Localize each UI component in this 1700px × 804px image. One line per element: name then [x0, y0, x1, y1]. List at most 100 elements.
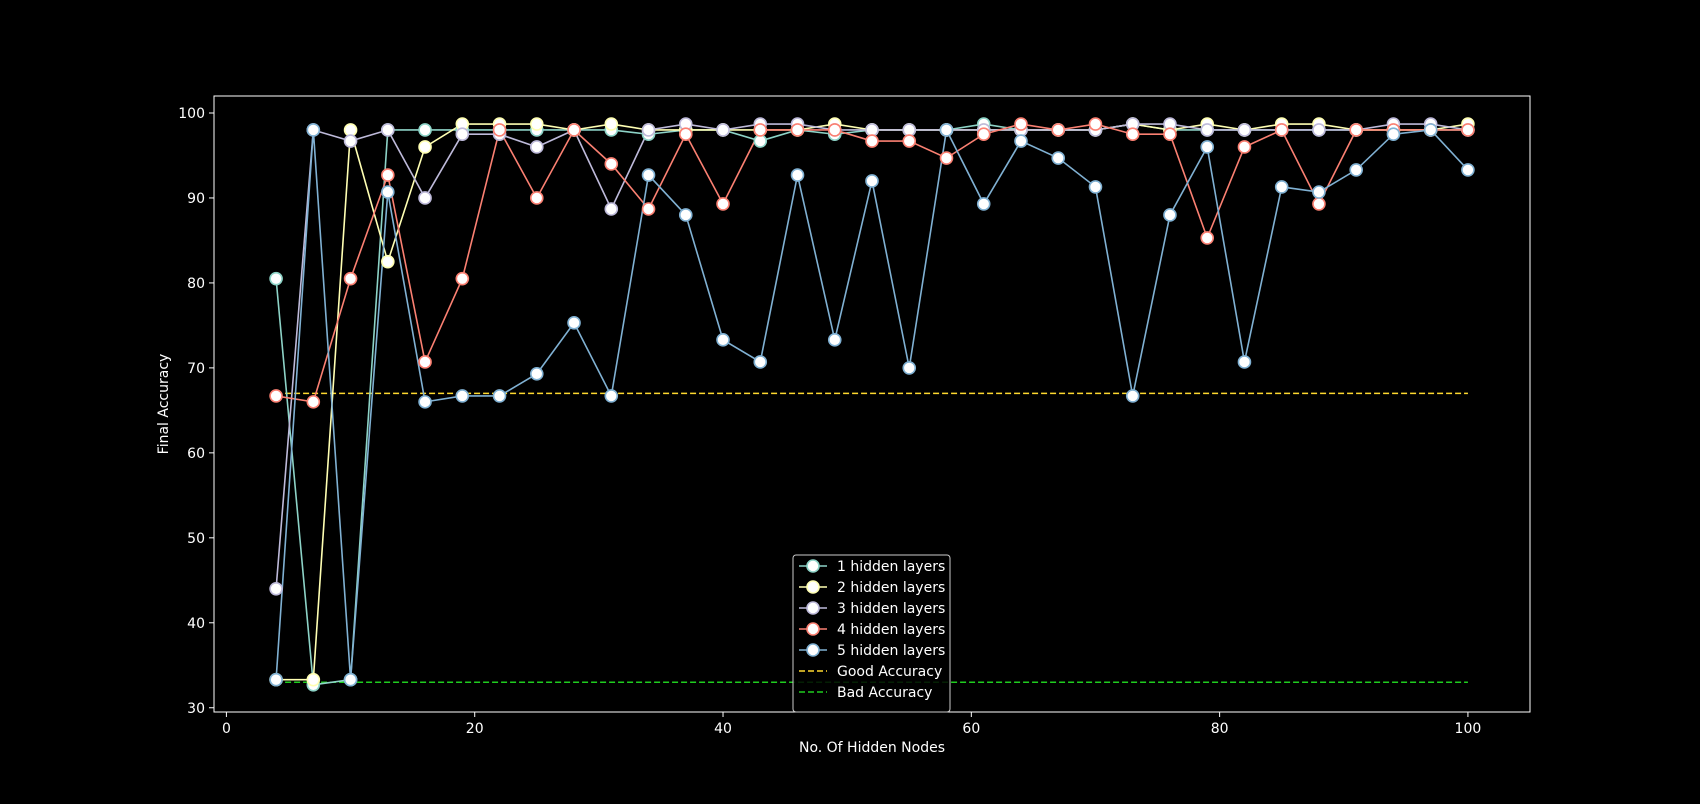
data-point — [1312, 197, 1326, 211]
data-point — [418, 191, 432, 205]
x-tick-label: 80 — [1211, 721, 1229, 737]
data-point — [381, 123, 395, 137]
data-point — [381, 254, 395, 269]
data-point — [492, 123, 507, 137]
data-point — [306, 672, 321, 687]
data-point — [1163, 208, 1177, 222]
legend-swatch-marker — [806, 643, 820, 657]
data-point — [1125, 127, 1140, 142]
y-tick-label: 50 — [187, 531, 205, 547]
y-tick-label: 40 — [187, 616, 205, 632]
y-tick-label: 30 — [187, 701, 205, 717]
x-tick-label: 20 — [466, 721, 484, 737]
data-point — [902, 134, 917, 148]
data-point — [902, 361, 917, 375]
data-point — [418, 123, 432, 137]
legend-label: 4 hidden layers — [837, 622, 945, 638]
data-point — [678, 127, 693, 142]
data-point — [529, 140, 544, 154]
legend-label: Good Accuracy — [837, 664, 942, 680]
data-point — [1461, 163, 1475, 177]
legend-box — [792, 554, 951, 713]
legend-swatch-marker — [806, 559, 820, 573]
data-point — [269, 581, 283, 596]
y-tick-label: 60 — [187, 446, 205, 462]
data-point — [1237, 123, 1252, 137]
data-point — [1200, 231, 1215, 245]
legend: 1 hidden layers 2 hidden layers 3 hidden l… — [792, 554, 951, 713]
data-point — [753, 123, 768, 137]
data-point — [343, 134, 358, 148]
legend-label: 2 hidden layers — [837, 580, 945, 596]
data-point — [641, 202, 656, 216]
legend-label: 1 hidden layers — [837, 559, 945, 575]
data-point — [1423, 123, 1438, 137]
data-point — [1312, 123, 1326, 137]
y-tick-label: 70 — [187, 361, 205, 377]
legend-swatch-marker — [806, 622, 820, 636]
series-layer — [269, 117, 1475, 692]
data-point — [716, 197, 730, 211]
data-point — [1312, 185, 1326, 199]
data-point — [269, 672, 283, 687]
data-point — [529, 117, 544, 131]
data-point — [678, 208, 693, 222]
data-point — [492, 389, 507, 403]
data-point — [790, 123, 805, 137]
legend-label: 3 hidden layers — [837, 601, 945, 617]
data-point — [939, 123, 954, 137]
data-point — [529, 191, 544, 205]
data-point — [827, 123, 842, 137]
data-point — [269, 389, 283, 403]
data-point — [418, 395, 432, 409]
data-point — [604, 117, 619, 131]
data-point — [604, 157, 619, 171]
data-point — [939, 151, 954, 165]
data-point — [1088, 180, 1103, 194]
data-point — [753, 134, 768, 148]
data-point — [567, 123, 581, 137]
data-point — [1125, 389, 1140, 403]
data-point — [1237, 355, 1252, 369]
data-point — [1461, 123, 1475, 137]
data-point — [902, 123, 917, 137]
y-axis-label: Final Accuracy — [156, 354, 172, 455]
x-axis-label: No. Of Hidden Nodes — [799, 740, 945, 756]
data-point — [1163, 127, 1177, 142]
data-point — [1349, 123, 1363, 137]
y-tick-label: 80 — [187, 276, 205, 292]
data-point — [1274, 123, 1289, 137]
data-point — [1088, 117, 1103, 131]
data-point — [790, 168, 805, 182]
data-point — [269, 271, 283, 286]
data-point — [641, 123, 656, 137]
data-point — [1051, 151, 1066, 165]
data-point — [567, 316, 581, 330]
data-point — [865, 134, 879, 148]
data-point — [306, 123, 321, 137]
x-tick-label: 100 — [1455, 721, 1482, 737]
data-point — [306, 395, 321, 409]
data-point — [343, 271, 358, 286]
data-point — [381, 168, 395, 182]
data-point — [455, 389, 470, 403]
data-point — [418, 140, 432, 154]
data-point — [865, 174, 879, 188]
data-point — [343, 672, 358, 687]
data-point — [641, 168, 656, 182]
x-tick-label: 60 — [962, 721, 980, 737]
y-tick-label: 100 — [178, 106, 205, 122]
legend-label: Bad Accuracy — [837, 685, 932, 701]
data-point — [1274, 180, 1289, 194]
data-point — [1349, 163, 1363, 177]
data-point — [604, 202, 619, 216]
data-point — [1200, 140, 1215, 154]
data-point — [716, 123, 730, 137]
data-point — [343, 123, 358, 137]
data-point — [1200, 123, 1215, 137]
data-point — [976, 127, 991, 142]
x-tick-label: 40 — [714, 721, 732, 737]
data-point — [1014, 117, 1028, 131]
